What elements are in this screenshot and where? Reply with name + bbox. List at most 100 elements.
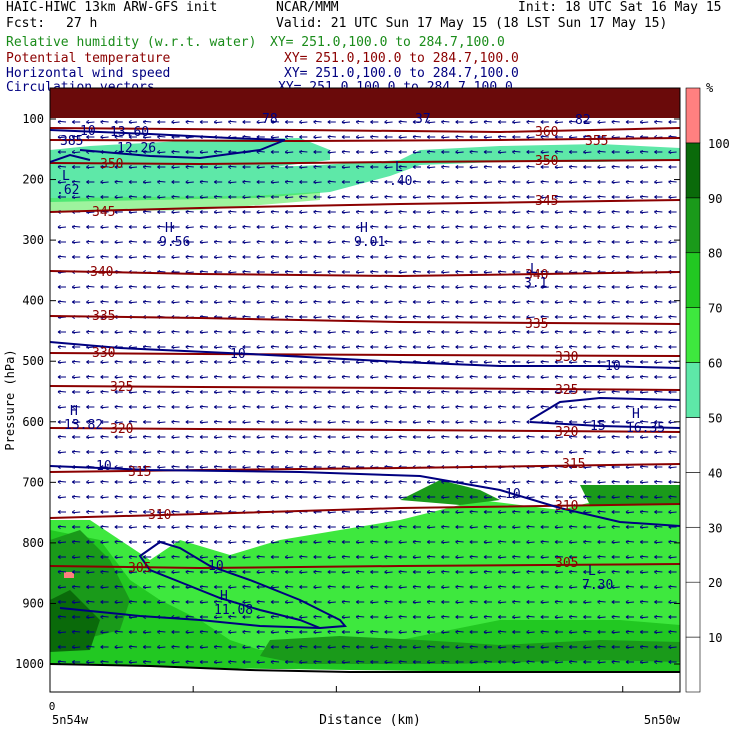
- vector-head-498: [256, 284, 260, 290]
- vector-head-1349: [469, 569, 473, 575]
- vector-head-1055: [668, 464, 672, 470]
- vector-head-379: [441, 239, 445, 245]
- vector-head-47: [100, 134, 104, 140]
- vector-head-706: [86, 359, 90, 365]
- vector-head-1442: [540, 599, 544, 605]
- vector-head-935: [213, 434, 217, 440]
- vector-head-1242: [199, 539, 203, 545]
- vector-head-423: [441, 254, 445, 260]
- vector-head-1598: [256, 659, 260, 665]
- vector-head-1266: [540, 539, 544, 545]
- vector-head-457: [299, 269, 303, 275]
- vector-head-1479: [441, 614, 445, 620]
- vector-head-290: [426, 209, 430, 215]
- vector-head-990: [370, 449, 374, 455]
- vector-head-680: [341, 344, 345, 350]
- vector-head-1529: [526, 629, 530, 635]
- vector-head-535: [157, 299, 161, 305]
- vector-head-308: [57, 224, 61, 230]
- vector-head-1291: [270, 554, 274, 560]
- vector-head-569: [639, 299, 643, 305]
- misc-label-3: 385: [60, 134, 83, 149]
- vector-head-1363: [668, 569, 672, 575]
- wind-upper-1: [50, 129, 286, 141]
- vector-head-999: [497, 449, 501, 455]
- vector-head-1200: [228, 524, 232, 530]
- vector-head-1347: [441, 569, 445, 575]
- vector-head-240: [341, 194, 345, 200]
- vector-head-846: [199, 404, 203, 410]
- vector-head-852: [284, 404, 288, 410]
- vector-head-697: [583, 344, 587, 350]
- vector-head-298: [540, 209, 544, 215]
- vector-head-851: [270, 404, 274, 410]
- vector-head-743: [611, 359, 615, 365]
- wind-10-upper: [50, 341, 680, 369]
- vector-head-1232: [57, 539, 61, 545]
- vector-head-1245: [242, 539, 246, 545]
- vector-head-496: [228, 284, 232, 290]
- vector-head-1251: [327, 539, 331, 545]
- vector-head-1224: [568, 524, 572, 530]
- vector-head-1252: [341, 539, 345, 545]
- vector-head-1062: [142, 479, 146, 485]
- vector-head-887: [157, 419, 161, 425]
- extrema-L-letter-7: L: [530, 262, 538, 277]
- vector-head-170: [597, 164, 601, 170]
- vector-head-1429: [355, 599, 359, 605]
- vector-head-1443: [554, 599, 558, 605]
- theta-label-345-0: 345: [92, 205, 115, 220]
- vector-head-603: [497, 314, 501, 320]
- vector-head-906: [426, 419, 430, 425]
- vector-head-1378: [256, 584, 260, 590]
- vector-head-1230: [654, 524, 658, 530]
- vector-head-1263: [497, 539, 501, 545]
- vector-head-1265: [526, 539, 530, 545]
- vector-head-1072: [284, 479, 288, 485]
- vector-head-123: [554, 149, 558, 155]
- vector-head-260: [625, 194, 629, 200]
- vector-head-1143: [668, 494, 672, 500]
- vector-head-389: [583, 239, 587, 245]
- vector-head-402: [142, 254, 146, 260]
- vector-head-1311: [554, 554, 558, 560]
- wind-upper-2: [79, 139, 286, 160]
- vector-head-650: [540, 329, 544, 335]
- vector-head-1568: [455, 644, 459, 650]
- vector-head-1078: [370, 479, 374, 485]
- vector-head-932: [171, 434, 175, 440]
- vector-head-669: [185, 344, 189, 350]
- vector-head-657: [639, 329, 643, 335]
- vector-head-67: [384, 134, 388, 140]
- vector-head-258: [597, 194, 601, 200]
- vector-head-393: [639, 239, 643, 245]
- vector-head-538: [199, 299, 203, 305]
- vector-head-676: [284, 344, 288, 350]
- vector-head-1592: [171, 659, 175, 665]
- vector-head-134: [86, 164, 90, 170]
- vector-head-302: [597, 209, 601, 215]
- vector-head-1069: [242, 479, 246, 485]
- vector-head-653: [583, 329, 587, 335]
- vector-head-1271: [611, 539, 615, 545]
- vector-head-1169: [412, 509, 416, 515]
- vector-head-893: [242, 419, 246, 425]
- vector-head-1021: [185, 464, 189, 470]
- ground-line: [49, 663, 680, 673]
- vector-head-987: [327, 449, 331, 455]
- vector-head-699: [611, 344, 615, 350]
- vector-head-165: [526, 164, 530, 170]
- vector-head-674: [256, 344, 260, 350]
- vector-head-1390: [426, 584, 430, 590]
- vector-head-257: [583, 194, 587, 200]
- vector-head-1486: [540, 614, 544, 620]
- vector-head-1503: [157, 629, 161, 635]
- vector-head-168: [568, 164, 572, 170]
- vector-head-1397: [526, 584, 530, 590]
- vector-head-709: [128, 359, 132, 365]
- vector-head-1393: [469, 584, 473, 590]
- vector-head-1276: [57, 554, 61, 560]
- vector-head-1615: [497, 659, 501, 665]
- vector-head-1305: [469, 554, 473, 560]
- vector-head-1240: [171, 539, 175, 545]
